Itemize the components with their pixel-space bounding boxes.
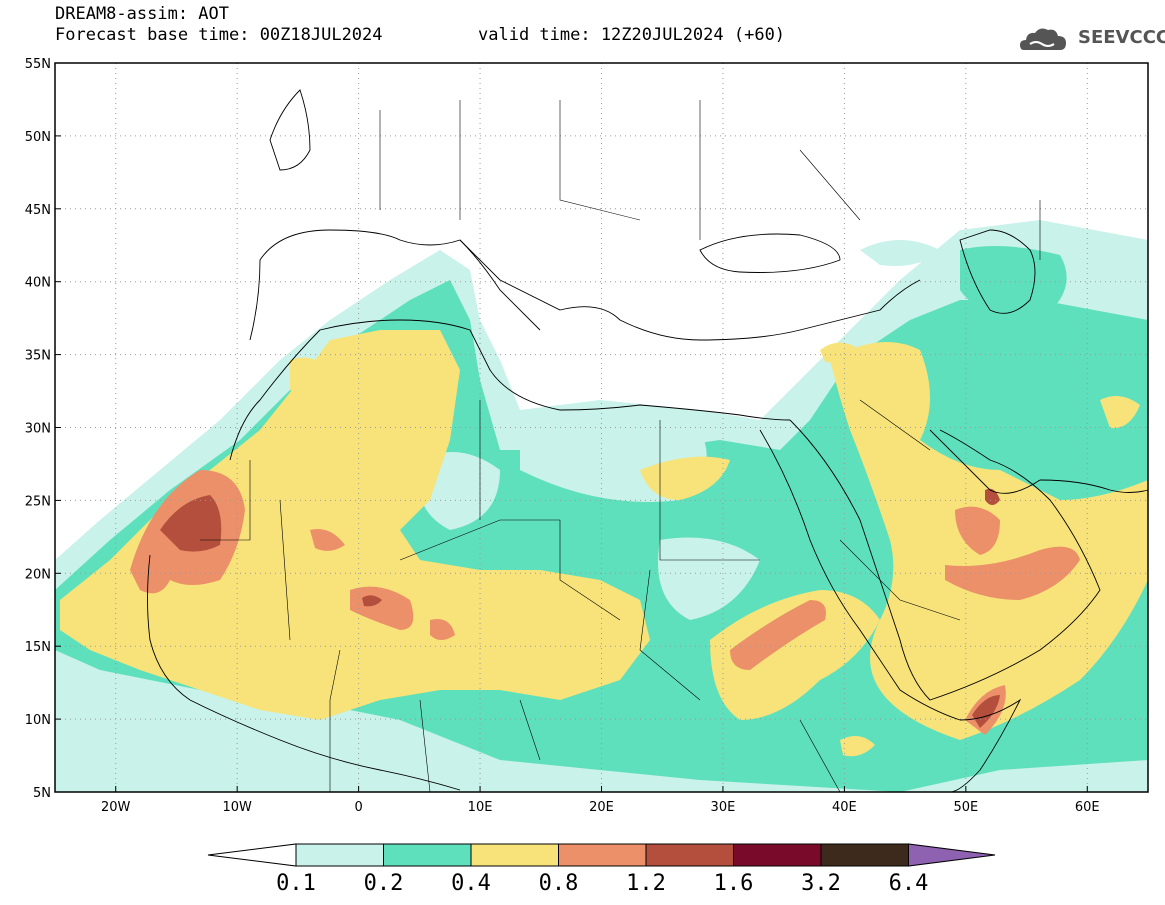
colorbar-label: 0.4: [451, 871, 491, 896]
coast-italy: [459, 239, 541, 331]
aot-contour-0.4-ethiopia: [710, 590, 880, 720]
coast-north-africa: [229, 319, 791, 461]
aot-contour-0.4-sou: [840, 736, 875, 757]
aot-contour-0.2c: [960, 246, 1067, 320]
aot-contour-1.2-mali: [362, 595, 382, 607]
colorbar-bin: [820, 843, 909, 867]
colorbar-label: 6.4: [888, 871, 929, 896]
aot-contour-0.4-ne: [820, 342, 860, 363]
lat-tick-label: 40N: [25, 276, 51, 291]
coast-europe: [249, 229, 921, 341]
lat-tick-label: 25N: [25, 494, 51, 509]
lon-tick-label: 0: [354, 800, 362, 815]
lat-tick-label: 30N: [25, 422, 51, 437]
lon-tick-label: 10E: [468, 800, 493, 815]
lon-tick-label: 50E: [953, 800, 978, 815]
aot-contour-0.8-mali2: [430, 619, 455, 640]
lon-tick-label: 20E: [589, 800, 614, 815]
country-borders: [200, 100, 1041, 793]
coast-uk: [269, 89, 311, 171]
lat-tick-label: 35N: [25, 349, 51, 364]
lat-tick-label: 50N: [25, 130, 51, 145]
title-variable: DREAM8-assim: AOT: [55, 4, 229, 24]
colorbar-label: 0.1: [276, 871, 316, 896]
lon-tick-label: 40E: [832, 800, 857, 815]
coastlines: [147, 89, 1149, 793]
colorbar-label: 1.6: [713, 871, 754, 896]
aot-contour-0.4-sahara: [60, 330, 650, 720]
coast-gulf: [929, 429, 1041, 494]
lat-tick-label: 15N: [25, 640, 51, 655]
colorbar-label: 1.2: [626, 871, 666, 896]
coast-somalia: [949, 698, 1022, 793]
lat-tick-label: 20N: [25, 567, 51, 582]
colorbar-bin: [383, 843, 472, 867]
colorbar-bin: [733, 843, 822, 867]
title-valid-time: valid time: 12Z20JUL2024 (+60): [478, 25, 786, 45]
cloud-icon: [1020, 28, 1066, 50]
lon-ticks: 20W 10W 0 10E 20E 30E 40E 50E 60E: [101, 786, 1100, 815]
aot-contour-0.8-niger: [310, 529, 345, 551]
aot-contour-1.2-somalia: [972, 695, 1000, 728]
coast-caspian: [959, 229, 1036, 314]
colorbar-bin: [645, 843, 734, 867]
aot-contour-0.4-iran: [1100, 396, 1140, 429]
aot-low-sudan: [658, 537, 760, 620]
title-base-time: Forecast base time: 00Z18JUL2024: [55, 25, 383, 45]
logo-text: SEEVCCC: [1078, 27, 1165, 48]
aot-contour-0.8-arabia2: [945, 546, 1080, 600]
colorbar-low-triangle: [207, 843, 297, 867]
coast-arabia: [789, 419, 1101, 701]
lat-tick-label: 10N: [25, 713, 51, 728]
lat-tick-label: 45N: [25, 203, 51, 218]
lon-tick-label: 30E: [711, 800, 736, 815]
lon-tick-label: 20W: [101, 800, 131, 815]
colorbar-high-triangle: [908, 843, 996, 867]
aot-contour-0.4-egypt: [640, 456, 730, 500]
lat-tick-label: 55N: [25, 57, 51, 72]
coast-red-sea: [759, 429, 961, 721]
colorbar-bin: [558, 843, 647, 867]
aot-contour-1.2-arabia: [985, 488, 1000, 505]
aot-contour-0.8-sudan: [730, 600, 826, 670]
coast-west-africa: [147, 554, 461, 791]
lon-tick-label: 10W: [222, 800, 252, 815]
colorbar-bin: [295, 843, 384, 867]
colorbar-label: 3.2: [801, 871, 841, 896]
aot-contour-1.2-mauritania: [160, 495, 222, 552]
colorbar-label: 0.2: [363, 871, 404, 896]
aot-contour-0.4-west: [290, 357, 330, 394]
coast-black-sea: [699, 233, 841, 273]
lon-tick-label: 60E: [1075, 800, 1100, 815]
colorbar-bin: [470, 843, 559, 867]
aot-field: [55, 63, 1148, 792]
colorbar-label: 0.8: [538, 871, 579, 896]
aot-contour-0.1b: [860, 240, 940, 266]
colorbar: [207, 843, 996, 867]
lat-tick-label: 5N: [33, 786, 51, 801]
coast-iran: [1039, 479, 1149, 493]
lat-ticks: 55N 50N 45N 40N 35N 30N 25N 20N 15N 10N 5N: [25, 57, 61, 801]
